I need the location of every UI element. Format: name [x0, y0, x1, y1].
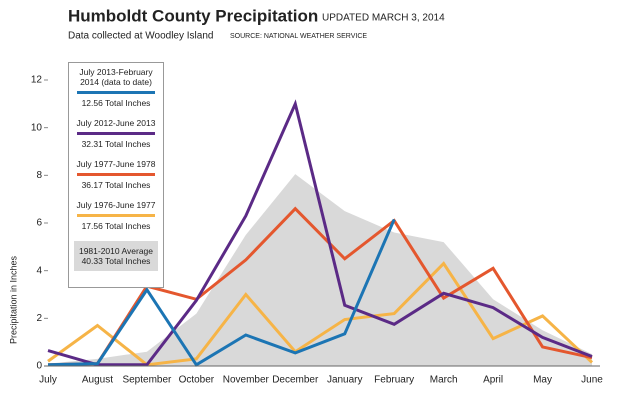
y-tick-label: 0: [36, 361, 42, 372]
x-tick-label: April: [483, 375, 503, 386]
updated: UPDATED MARCH 3, 2014: [322, 13, 445, 24]
x-tick-label: December: [272, 375, 319, 386]
x-tick-label: March: [430, 375, 458, 386]
legend-total: 17.56 Total Inches: [81, 221, 151, 231]
chart-title: Humboldt County Precipitation: [68, 6, 318, 25]
y-tick-label: 2: [36, 313, 42, 324]
y-tick-label: 6: [36, 218, 42, 229]
source: SOURCE: NATIONAL WEATHER SERVICE: [230, 33, 367, 40]
legend-total: 12.56 Total Inches: [81, 98, 151, 108]
y-axis-label: Precipitation in Inches: [8, 255, 18, 344]
x-tick-label: May: [533, 375, 552, 386]
legend-entry: July 2013-February 2014 (data to date) 12…: [74, 67, 158, 108]
legend-total: 32.31 Total Inches: [81, 139, 151, 149]
x-tick-label: July: [39, 375, 57, 386]
legend-swatch: [77, 214, 155, 217]
legend-label: July 2012-June 2013: [76, 118, 156, 128]
legend-total: 36.17 Total Inches: [81, 180, 151, 190]
legend-entry: July 2012-June 2013 32.31 Total Inches: [74, 118, 158, 149]
legend-label: July 2013-February 2014 (data to date): [79, 67, 153, 87]
legend-entry: July 1976-June 1977 17.56 Total Inches: [74, 200, 158, 231]
x-tick-label: August: [82, 375, 113, 386]
y-tick-label: 4: [36, 265, 42, 276]
legend-total: 40.33 Total Inches: [81, 256, 151, 266]
line: [47, 218, 396, 367]
legend: July 2013-February 2014 (data to date) 12…: [68, 62, 164, 288]
x-tick-label: June: [581, 375, 603, 386]
y-tick-label: 12: [31, 75, 43, 86]
area: [48, 174, 592, 366]
legend-entry: July 1977-June 1978 36.17 Total Inches: [74, 159, 158, 190]
legend-entry: 1981-2010 Average 40.33 Total Inches: [74, 241, 158, 271]
line: [47, 99, 593, 367]
x-tick-label: September: [122, 375, 172, 386]
legend-swatch: [77, 173, 155, 176]
legend-swatch: [77, 91, 155, 94]
x-tick-label: November: [223, 375, 270, 386]
legend-label: July 1977-June 1978: [76, 159, 156, 169]
subtitle: Data collected at Woodley Island: [68, 31, 213, 42]
legend-swatch: [77, 132, 155, 135]
x-tick-label: February: [374, 375, 414, 386]
line: [47, 206, 593, 367]
y-tick-label: 8: [36, 170, 42, 181]
y-tick-label: 10: [31, 122, 43, 133]
x-tick-label: October: [179, 375, 215, 386]
x-tick-label: January: [327, 375, 363, 386]
legend-label: 1981-2010 Average: [78, 246, 154, 256]
line: [47, 261, 594, 367]
legend-label: July 1976-June 1977: [76, 200, 156, 210]
